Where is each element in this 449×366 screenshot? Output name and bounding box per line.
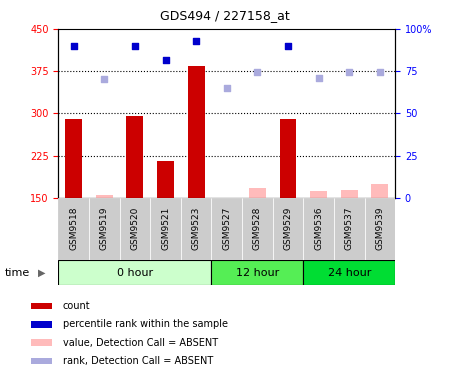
Bar: [341, 190, 357, 198]
Text: GSM9518: GSM9518: [69, 207, 78, 250]
Point: [162, 57, 169, 63]
Bar: [31, 321, 53, 328]
Text: 12 hour: 12 hour: [236, 268, 279, 278]
Text: rank, Detection Call = ABSENT: rank, Detection Call = ABSENT: [63, 356, 213, 366]
Bar: [211, 198, 242, 260]
Text: 0 hour: 0 hour: [117, 268, 153, 278]
Text: GSM9523: GSM9523: [192, 207, 201, 250]
Bar: [188, 66, 205, 198]
Bar: [58, 198, 89, 260]
Point: [101, 76, 108, 82]
Bar: [157, 161, 174, 198]
Text: GSM9529: GSM9529: [283, 207, 292, 250]
Bar: [280, 119, 296, 198]
Bar: [181, 198, 211, 260]
Text: value, Detection Call = ABSENT: value, Detection Call = ABSENT: [63, 337, 218, 348]
Text: GSM9539: GSM9539: [375, 207, 384, 250]
Bar: [119, 198, 150, 260]
Text: GSM9521: GSM9521: [161, 207, 170, 250]
Bar: [273, 198, 303, 260]
Bar: [89, 198, 119, 260]
Text: GSM9520: GSM9520: [130, 207, 139, 250]
Point: [315, 75, 322, 81]
Text: time: time: [4, 268, 30, 278]
Bar: [65, 119, 82, 198]
Text: count: count: [63, 301, 91, 311]
Bar: [303, 198, 334, 260]
Bar: [58, 260, 211, 285]
Text: GSM9536: GSM9536: [314, 207, 323, 250]
Bar: [96, 195, 113, 198]
Bar: [249, 187, 266, 198]
Bar: [31, 358, 53, 364]
Text: GSM9537: GSM9537: [345, 207, 354, 250]
Point: [346, 69, 353, 75]
Text: GSM9519: GSM9519: [100, 207, 109, 250]
Bar: [334, 198, 365, 260]
Bar: [211, 260, 303, 285]
Point: [131, 43, 138, 49]
Point: [284, 43, 291, 49]
Point: [70, 43, 77, 49]
Point: [193, 38, 200, 44]
Text: percentile rank within the sample: percentile rank within the sample: [63, 319, 228, 329]
Bar: [371, 184, 388, 198]
Text: GSM9527: GSM9527: [222, 207, 231, 250]
Point: [223, 85, 230, 91]
Text: GDS494 / 227158_at: GDS494 / 227158_at: [160, 9, 289, 22]
Point: [376, 69, 383, 75]
Bar: [365, 198, 395, 260]
Text: GSM9528: GSM9528: [253, 207, 262, 250]
Bar: [303, 260, 395, 285]
Bar: [31, 339, 53, 346]
Text: ▶: ▶: [38, 268, 46, 278]
Bar: [127, 116, 143, 198]
Bar: [310, 191, 327, 198]
Point: [254, 69, 261, 75]
Text: 24 hour: 24 hour: [327, 268, 371, 278]
Bar: [31, 303, 53, 309]
Bar: [150, 198, 181, 260]
Bar: [242, 198, 273, 260]
